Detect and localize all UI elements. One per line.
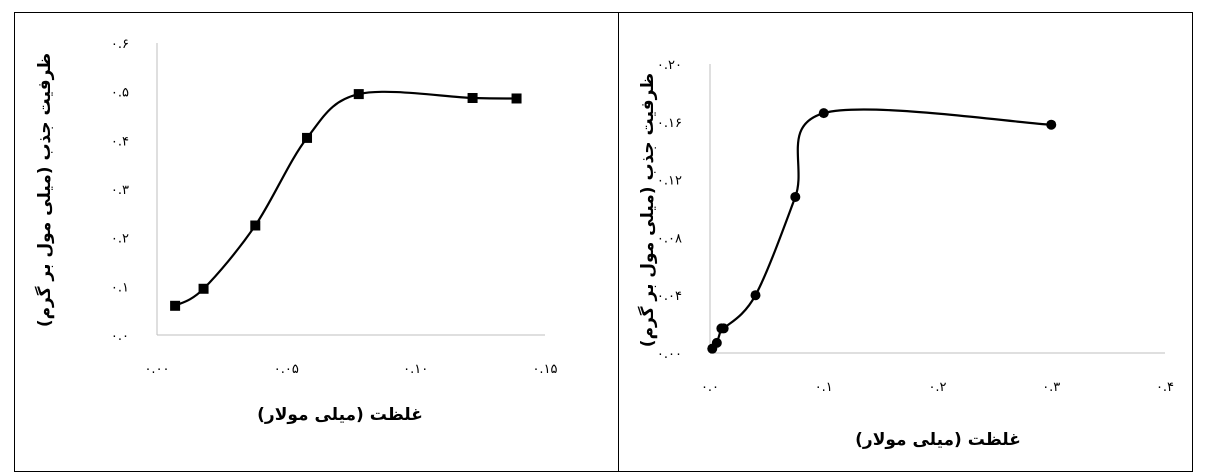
y-tick-label: ۰.۱۶ [657, 116, 682, 131]
chart-right: ۰.۰ ۰.۱ ۰.۲ ۰.۳ ۰.۴ ۰.۰۰ ۰.۰۴ ۰.۰۸ ۰.۱۲ ۰.۱۶ ۰.۲۰… [637, 58, 1174, 450]
data-point [353, 89, 364, 100]
x-tick-label: ۰.۳ [1042, 380, 1060, 395]
data-markers [707, 108, 1057, 354]
chart-panel-left [14, 12, 618, 472]
data-point [790, 191, 801, 202]
chart-panel-right [618, 12, 1193, 472]
series-curve [711, 108, 1052, 350]
y-tick-label: ۰.۴ [111, 134, 129, 149]
y-tick-label: ۰.۲ [111, 232, 129, 247]
data-markers [170, 89, 522, 311]
x-axis-title: غلظت (میلی مولار) [855, 430, 1021, 450]
x-tick-label: ۰.۲ [928, 380, 946, 395]
x-tick-label: ۰.۱۰ [403, 362, 428, 377]
chart-left: ۰.۰۰ ۰.۰۵ ۰.۱۰ ۰.۱۵ ۰.۰ ۰.۱ ۰.۲ ۰.۳ ۰.۴ ۰.۵ ۰.۶ غ… [34, 37, 558, 425]
x-tick-label: ۰.۰۰ [144, 362, 169, 377]
y-tick-label: ۰.۰۴ [657, 289, 682, 304]
x-tick-label: ۰.۰۵ [274, 362, 299, 377]
y-tick-label: ۰.۰۸ [657, 231, 682, 246]
y-tick-label: ۰.۳ [111, 183, 129, 198]
x-axis-title: غلظت (میلی مولار) [257, 405, 423, 425]
data-point [302, 132, 313, 143]
data-point [250, 220, 261, 231]
data-point [467, 92, 478, 103]
y-axis-title: ظرفیت جذب (میلی مول بر گرم) [637, 73, 658, 347]
y-tick-label: ۰.۱۲ [657, 174, 682, 189]
x-tick-label: ۰.۰ [701, 380, 719, 395]
y-tick-label: ۰.۰۰ [657, 347, 682, 362]
x-tick-label: ۰.۱ [815, 380, 833, 395]
y-tick-label: ۰.۰ [111, 329, 129, 344]
data-point [750, 290, 761, 301]
x-tick-labels: ۰.۰ ۰.۱ ۰.۲ ۰.۳ ۰.۴ [701, 380, 1174, 395]
data-point [170, 300, 181, 311]
y-tick-label: ۰.۱ [111, 280, 129, 295]
y-tick-label: ۰.۵ [111, 86, 129, 101]
data-point [818, 108, 829, 119]
data-point [198, 283, 209, 294]
data-point [718, 323, 729, 334]
x-tick-label: ۰.۱۵ [532, 362, 557, 377]
y-tick-labels: ۰.۰ ۰.۱ ۰.۲ ۰.۳ ۰.۴ ۰.۵ ۰.۶ [111, 37, 129, 344]
y-tick-labels: ۰.۰۰ ۰.۰۴ ۰.۰۸ ۰.۱۲ ۰.۱۶ ۰.۲۰ [657, 58, 682, 362]
y-axis-title: ظرفیت جذب (میلی مول بر گرم) [34, 53, 55, 327]
data-point [511, 93, 522, 104]
data-point [1046, 119, 1057, 130]
data-point [711, 337, 722, 348]
y-tick-label: ۰.۲۰ [657, 58, 682, 73]
y-tick-label: ۰.۶ [111, 37, 129, 52]
x-tick-label: ۰.۴ [1156, 380, 1174, 395]
series-curve [174, 90, 517, 307]
x-tick-labels: ۰.۰۰ ۰.۰۵ ۰.۱۰ ۰.۱۵ [144, 362, 557, 377]
